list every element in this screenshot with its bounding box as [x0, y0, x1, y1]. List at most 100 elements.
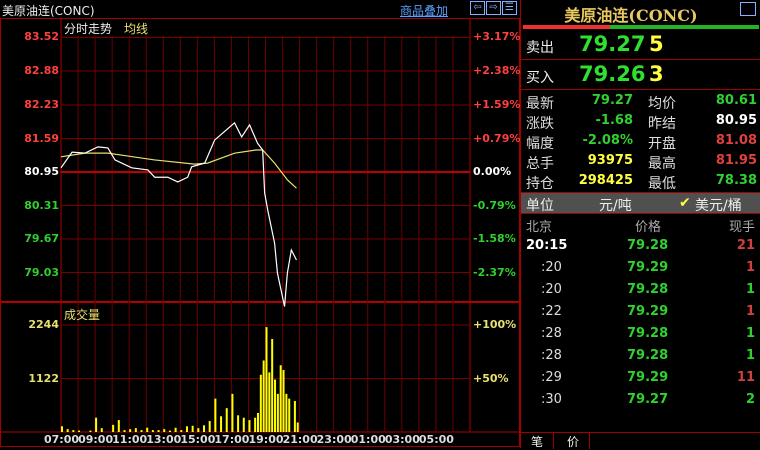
- chart-frame: [0, 18, 520, 447]
- stat-label: 总手: [526, 156, 554, 172]
- volume-bar: [66, 429, 69, 432]
- time-tick-label: 15:00: [180, 433, 216, 446]
- tick-price: 79.29: [627, 304, 669, 319]
- unit-usd-option[interactable]: 美元/桶: [695, 198, 742, 214]
- percent-tick-label: -2.37%: [473, 265, 516, 279]
- price-tick-label: 79.67: [24, 232, 59, 245]
- volume-bar: [100, 428, 103, 432]
- buy-label: 买入: [526, 70, 554, 86]
- volume-bar: [274, 379, 277, 432]
- stat-value: -2.08%: [582, 133, 634, 148]
- volume-bar: [254, 417, 257, 432]
- volume-label: 成交量: [64, 308, 101, 322]
- arrow-left-icon[interactable]: ⇦: [470, 1, 485, 15]
- time-tick-label: 01:00: [350, 433, 386, 446]
- time-tick-label: 21:00: [282, 433, 318, 446]
- tick-row: 20:15 79.28 21: [521, 236, 760, 258]
- maximize-icon[interactable]: [740, 2, 756, 16]
- volume-bar: [220, 416, 223, 432]
- tick-time: :20: [541, 260, 562, 275]
- volume-percent-label: +50%: [473, 371, 509, 385]
- volume-bar: [248, 420, 251, 432]
- unit-label: 单位: [526, 198, 554, 214]
- tick-qty: 1: [745, 282, 755, 297]
- volume-bar: [279, 365, 282, 432]
- stat-value: -1.68: [595, 113, 633, 128]
- tick-price: 79.28: [627, 326, 669, 341]
- percent-tick-label: +0.79%: [473, 131, 521, 145]
- price-tick-label: 82.88: [24, 63, 59, 77]
- time-tick-label: 05:00: [418, 433, 454, 446]
- volume-bar: [168, 430, 171, 432]
- ticks-header: 北京 价格 现手: [521, 214, 760, 236]
- layout-toggle-icon[interactable]: ☰: [502, 1, 517, 15]
- stat-value: 79.27: [591, 93, 633, 108]
- volume-bar: [78, 430, 81, 432]
- price-tick-label: 79.03: [24, 265, 59, 279]
- volume-bar: [231, 393, 234, 432]
- volume-tick-label: 2244: [28, 318, 59, 331]
- stat-label: 涨跌: [526, 116, 554, 132]
- sell-qty: 5: [649, 32, 664, 56]
- time-tick-label: 13:00: [146, 433, 182, 446]
- bid-row: 买入 79.26 3: [521, 60, 760, 90]
- window-title: 美原油连(CONC): [2, 4, 95, 18]
- volume-bar: [197, 428, 200, 432]
- volume-bar: [180, 430, 183, 432]
- percent-tick-label: +2.38%: [473, 63, 521, 77]
- unit-row: 单位 元/吨 ✔ 美元/桶: [521, 192, 760, 214]
- stat-row: 涨跌 -1.68 昨结 80.95: [521, 112, 760, 132]
- percent-tick-label: -1.58%: [473, 232, 516, 245]
- arrow-right-icon[interactable]: ⇨: [486, 1, 501, 15]
- stat-row: 幅度 -2.08% 开盘 81.08: [521, 132, 760, 152]
- volume-bar: [203, 425, 206, 432]
- volume-bar: [129, 429, 132, 432]
- volume-bar: [191, 425, 194, 432]
- volume-bar: [146, 427, 149, 432]
- average-line-label: 均线: [124, 22, 149, 36]
- volume-bar: [151, 430, 154, 432]
- tick-row: :22 79.29 1: [521, 302, 760, 324]
- col-price: 价格: [635, 220, 662, 235]
- tab-prices[interactable]: 价: [557, 433, 591, 449]
- stat-label: 最新: [526, 96, 554, 112]
- time-tick-label: 09:00: [78, 433, 114, 446]
- unit-cny-option[interactable]: 元/吨: [599, 198, 632, 214]
- tick-time: :30: [541, 392, 562, 407]
- tick-price: 79.27: [627, 392, 669, 407]
- intraday-label: 分时走势: [64, 22, 113, 36]
- stat-value: 78.38: [715, 173, 757, 188]
- volume-bar: [293, 401, 296, 432]
- quote-panel: 美原油连(CONC) 卖出 79.27 5 买入 79.26 3 最新 79.27…: [520, 0, 760, 449]
- volume-bar: [225, 408, 228, 432]
- stat-value: 298425: [578, 173, 633, 188]
- stat-row: 总手 93975 最高 81.95: [521, 152, 760, 172]
- tick-row: :20 79.28 1: [521, 280, 760, 302]
- col-qty: 现手: [728, 220, 755, 235]
- volume-bar: [117, 420, 120, 432]
- tick-row: :20 79.29 1: [521, 258, 760, 280]
- stat-label: 幅度: [526, 136, 554, 152]
- volume-bar: [89, 430, 92, 432]
- volume-bar: [288, 398, 291, 432]
- volume-bar: [271, 339, 274, 432]
- stat-value: 81.08: [715, 133, 757, 148]
- percent-tick-label: +3.17%: [473, 30, 521, 44]
- price-tick-label: 83.52: [24, 30, 59, 44]
- volume-bar: [140, 430, 143, 432]
- tab-trades[interactable]: 笔: [521, 433, 555, 449]
- price-tick-label: 82.23: [24, 98, 59, 111]
- price-line: [60, 121, 297, 307]
- tick-row: :30 79.27 2: [521, 390, 760, 412]
- volume-bar: [265, 327, 268, 432]
- percent-tick-label: -0.79%: [473, 198, 516, 212]
- overlay-commodity-link[interactable]: 商品叠加: [400, 4, 449, 18]
- volume-bar: [134, 428, 137, 432]
- price-tick-label: 81.59: [24, 131, 59, 145]
- ask-row: 卖出 79.27 5: [521, 30, 760, 60]
- volume-bar: [157, 430, 160, 432]
- tick-time: :29: [541, 370, 562, 385]
- tick-time: :28: [541, 348, 562, 363]
- percent-tick-label: +1.59%: [473, 98, 521, 111]
- stat-value: 93975: [587, 153, 633, 168]
